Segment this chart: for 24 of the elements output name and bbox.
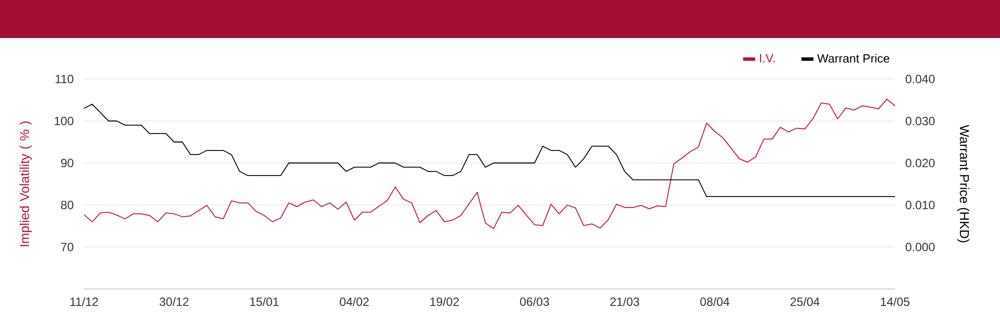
y2-axis-title: Warrant Price (HKD) bbox=[957, 124, 970, 242]
x-tick-label: 21/03 bbox=[610, 297, 640, 306]
y-tick-label: 70 bbox=[61, 242, 74, 252]
y-axis-title: Implied Volatility ( % ) bbox=[20, 121, 32, 246]
y-tick-label: 110 bbox=[56, 74, 74, 84]
y-tick-label: 100 bbox=[54, 116, 74, 126]
x-tick-label: 30/12 bbox=[160, 297, 188, 306]
legend-label: I.V. bbox=[760, 54, 775, 62]
x-tick-label: 15/01 bbox=[250, 297, 279, 306]
x-tick-label: 04/02 bbox=[340, 297, 369, 306]
y2-tick-label: 0.000 bbox=[906, 242, 935, 252]
y2-tick-label: 0.020 bbox=[906, 158, 935, 168]
x-tick-label: 11/12 bbox=[70, 297, 98, 306]
y2-tick-label: 0.040 bbox=[906, 74, 935, 84]
y2-tick-label: 0.030 bbox=[906, 116, 935, 126]
x-tick-label: 14/05 bbox=[880, 297, 910, 306]
legend-label: Warrant Price bbox=[817, 54, 890, 63]
x-tick-label: 06/03 bbox=[520, 297, 549, 306]
x-tick-label: 08/04 bbox=[700, 297, 730, 306]
x-tick-label: 19/02 bbox=[430, 297, 459, 306]
y-tick-label: 80 bbox=[61, 200, 74, 210]
y-tick-label: 90 bbox=[61, 158, 74, 168]
x-tick-label: 25/04 bbox=[790, 297, 820, 306]
y2-tick-label: 0.010 bbox=[906, 200, 935, 210]
